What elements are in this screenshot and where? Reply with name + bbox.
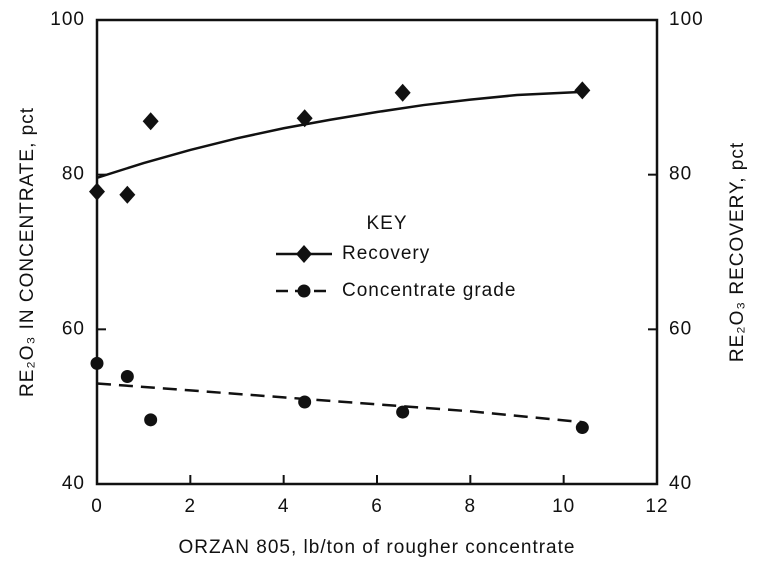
legend-marker: [297, 284, 311, 298]
legend-marker: [296, 245, 312, 263]
legend-title: KEY: [366, 213, 407, 234]
x-axis-label: ORZAN 805, lb/ton of rougher concentrate: [179, 537, 576, 558]
x-tick-label: 0: [91, 496, 103, 517]
y2-tick-label: 100: [669, 9, 704, 30]
legend-label: Concentrate grade: [342, 280, 516, 301]
y-tick-label: 60: [62, 318, 85, 339]
x-tick-label: 4: [278, 496, 290, 517]
y2-axis-label: RE₂O₃ RECOVERY, pct: [727, 142, 748, 362]
legend-label: Recovery: [342, 243, 430, 264]
data-point: [575, 421, 589, 435]
data-point: [298, 395, 312, 409]
y-axis-label: RE₂O₃ IN CONCENTRATE, pct: [17, 107, 38, 397]
data-point: [396, 405, 410, 419]
data-point: [119, 185, 136, 204]
y2-tick-label: 60: [669, 318, 692, 339]
data-point: [296, 109, 313, 128]
y2-tick-label: 40: [669, 473, 692, 494]
y-tick-label: 100: [50, 9, 85, 30]
x-tick-label: 8: [465, 496, 477, 517]
fit-curve: [96, 90, 583, 179]
x-tick-label: 12: [645, 496, 668, 517]
data-point: [144, 413, 158, 427]
x-tick-label: 6: [371, 496, 383, 517]
fit-curve: [96, 382, 583, 424]
data-point: [394, 83, 411, 102]
data-point: [89, 182, 105, 201]
y-tick-label: 80: [62, 164, 85, 185]
data-point: [142, 112, 159, 131]
data-point: [90, 356, 104, 370]
data-point: [120, 370, 134, 384]
y-tick-label: 40: [62, 473, 85, 494]
data-point: [574, 81, 591, 100]
x-tick-label: 10: [552, 496, 575, 517]
x-tick-label: 2: [185, 496, 197, 517]
y2-tick-label: 80: [669, 164, 692, 185]
